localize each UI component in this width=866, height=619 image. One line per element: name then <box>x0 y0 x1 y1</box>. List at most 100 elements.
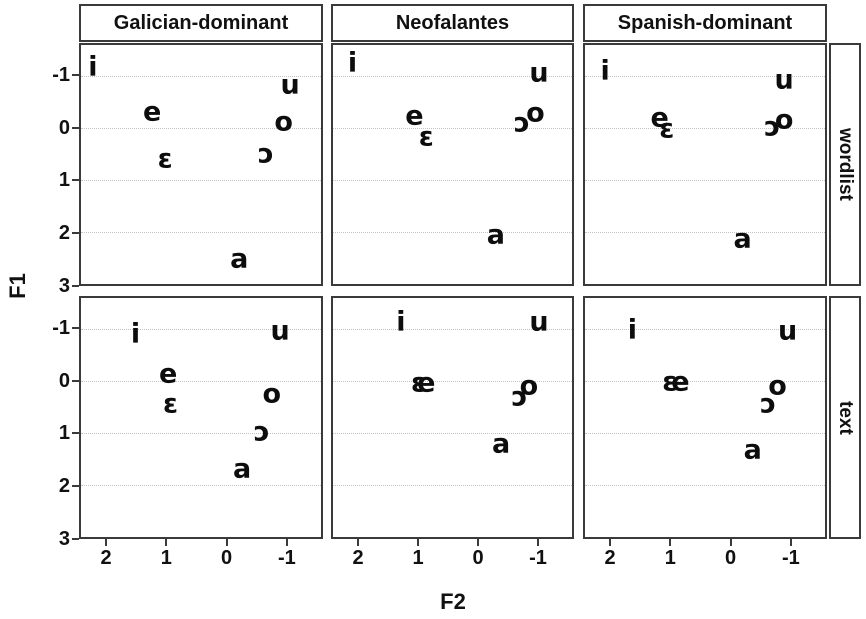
x-tick-mark <box>285 539 288 546</box>
y-tick-mark <box>72 432 79 435</box>
vowel-point: a <box>486 219 505 251</box>
vowel-point: e <box>417 367 436 399</box>
vowel-point: e <box>671 366 690 398</box>
x-tick-mark <box>609 539 612 546</box>
x-tick-label: 0 <box>725 547 737 569</box>
vowel-point: o <box>274 106 293 138</box>
panel-gridline <box>333 76 572 78</box>
vowel-point: i <box>600 55 610 87</box>
x-tick-mark <box>477 539 479 546</box>
x-tick-label: 1 <box>412 547 424 569</box>
panel-gridline <box>81 128 321 130</box>
vowel-point: u <box>280 68 300 100</box>
vowel-point: a <box>743 434 762 466</box>
x-tick-mark <box>729 539 732 546</box>
y-tick-label: -1 <box>52 63 70 86</box>
vowel-point: ɔ <box>513 107 530 139</box>
y-tick-mark <box>72 326 79 329</box>
column-header: Neofalantes <box>331 4 574 42</box>
vowel-point: ɛ <box>162 388 178 420</box>
y-tick-label: 3 <box>58 275 70 297</box>
y-tick-mark <box>72 379 79 382</box>
row-strip-label: wordlist <box>835 128 856 201</box>
y-tick-label: 1 <box>58 422 70 445</box>
panel-gridline <box>81 433 321 435</box>
vowel-point: i <box>347 47 358 79</box>
vowel-point: e <box>405 100 424 132</box>
vowel-point: ɛ <box>418 121 434 153</box>
panel-gridline <box>81 329 321 331</box>
y-tick-label: 2 <box>58 475 70 498</box>
panel-gridline <box>81 76 321 78</box>
x-tick-mark <box>537 539 539 546</box>
x-tick-mark <box>165 539 168 546</box>
y-axis-title: F1 <box>5 273 30 299</box>
vowel-point: o <box>768 370 787 402</box>
y-tick-mark <box>72 538 79 540</box>
vowel-point: ɔ <box>764 111 781 143</box>
panel-gridline <box>585 128 825 130</box>
panel-gridline <box>333 232 572 234</box>
vowel-point: e <box>650 102 669 134</box>
x-tick-mark <box>417 539 419 546</box>
x-tick-label: 2 <box>100 547 112 569</box>
row-strip-label: text <box>835 400 856 435</box>
vowel-point: o <box>774 104 794 136</box>
y-tick-mark <box>72 285 79 287</box>
vowel-point: a <box>733 223 752 255</box>
vowel-point: u <box>778 315 798 347</box>
vowel-point: i <box>396 306 406 338</box>
panel-gridline <box>333 381 572 383</box>
column-header: Galician-dominant <box>79 4 323 42</box>
panel-gridline <box>585 485 825 487</box>
x-tick-label: 1 <box>664 547 676 569</box>
panel-gridline <box>333 329 572 331</box>
panel-gridline <box>585 180 825 182</box>
y-tick-mark <box>72 232 79 235</box>
panel-gridline <box>333 433 572 435</box>
x-tick-mark <box>225 539 228 546</box>
vowel-point: u <box>529 306 549 338</box>
vowel-point: a <box>492 428 511 460</box>
vowel-point: u <box>774 64 794 96</box>
column-header: Spanish-dominant <box>583 4 827 42</box>
vowel-point: ɛ <box>662 366 678 398</box>
row-strip: text <box>829 296 861 539</box>
panel-gridline <box>333 128 572 130</box>
y-tick-label: 1 <box>58 169 70 192</box>
panel-gridline <box>585 329 825 331</box>
vowel-point: ɛ <box>157 143 173 175</box>
y-tick-label: 0 <box>58 116 70 139</box>
vowel-point: a <box>230 243 249 275</box>
vowel-point: u <box>529 56 549 88</box>
panel-gridline <box>81 485 321 487</box>
vowel-point: ɛ <box>659 113 675 145</box>
panel-gridline <box>81 180 321 182</box>
vowel-point: ɛ <box>411 367 427 399</box>
vowel-point: o <box>262 378 282 410</box>
x-tick-label: 0 <box>472 547 484 569</box>
vowel-point: o <box>526 96 545 128</box>
vowel-point: i <box>88 51 98 83</box>
panel-gridline <box>585 232 825 234</box>
y-tick-label: -1 <box>52 316 70 339</box>
y-tick-mark <box>72 485 79 488</box>
x-tick-label: 1 <box>160 547 172 569</box>
x-tick-mark <box>105 539 108 546</box>
vowel-point: i <box>627 314 638 346</box>
vowel-point: u <box>270 315 290 347</box>
panel-gridline <box>585 76 825 78</box>
y-tick-mark <box>72 126 79 129</box>
vowel-point: o <box>519 370 539 402</box>
vowel-point: ɔ <box>257 138 274 170</box>
x-tick-label: 0 <box>221 547 233 569</box>
y-tick-mark <box>72 179 79 182</box>
vowel-point: i <box>130 318 141 350</box>
x-tick-label: 2 <box>352 547 364 569</box>
x-tick-label: -1 <box>529 547 547 569</box>
